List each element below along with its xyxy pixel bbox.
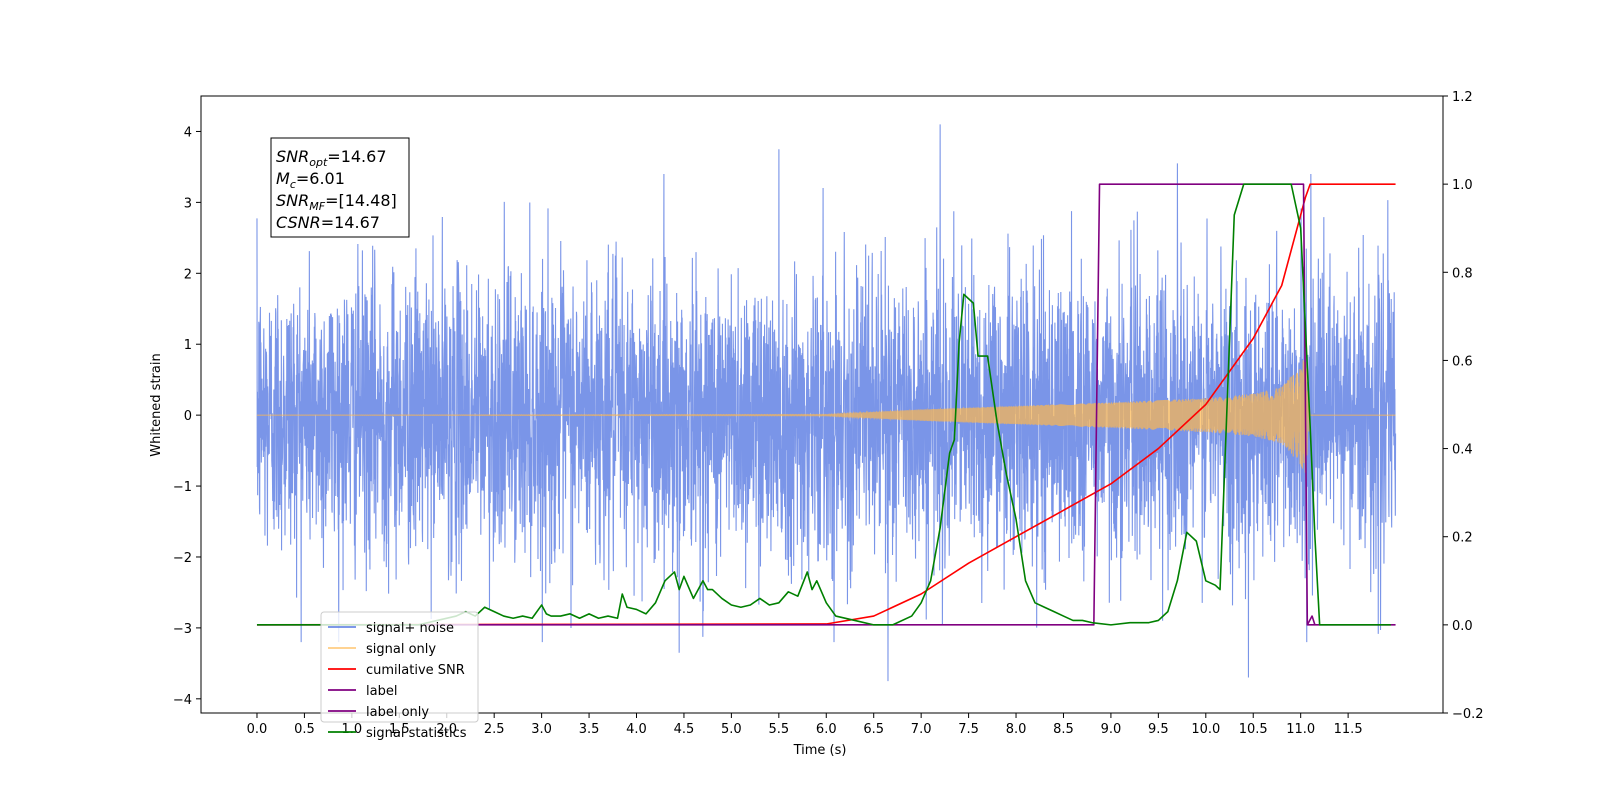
- signal-only-series: [256, 356, 1396, 473]
- annotation-line: CSNR=14.67: [276, 213, 380, 232]
- right-y-axis-ticks: −0.2 0.0 0.2 0.4 0.6 0.8 1.0 1.2: [1443, 90, 1484, 722]
- signal-noise-line: [256, 124, 1397, 682]
- cumulative-snr-line: [256, 183, 1396, 626]
- right-y-tick-label: 0.0: [1452, 619, 1473, 634]
- x-tick-label: 11.0: [1286, 722, 1315, 737]
- x-tick-label: 2.5: [484, 722, 505, 737]
- legend-label: signal+ noise: [366, 621, 454, 636]
- left-y-tick-label: 0: [184, 409, 192, 424]
- right-y-tick-label: 1.2: [1452, 90, 1473, 105]
- x-tick-label: 4.5: [674, 722, 695, 737]
- x-tick-label: 11.5: [1334, 722, 1363, 737]
- annotation-line: SNRopt=14.67: [276, 147, 387, 169]
- x-tick-label: 10.0: [1191, 722, 1220, 737]
- left-y-tick-label: −2: [173, 551, 192, 566]
- left-y-axis-ticks: −4 −3 −2 −1 0 1 2 3 4: [173, 125, 201, 708]
- right-y-tick-label: 0.6: [1452, 354, 1473, 369]
- x-axis-ticks: 0.0 0.5 1.0 1.5 2.0 2.5 3.0 3.5 4.0 4.5 5.0 5.5 6.0 6…: [247, 713, 1363, 737]
- plot-area: [256, 124, 1397, 682]
- left-y-tick-label: 1: [184, 338, 192, 353]
- x-tick-label: 2.0: [436, 722, 457, 737]
- x-tick-label: 7.0: [911, 722, 932, 737]
- x-tick-label: 3.5: [579, 722, 600, 737]
- left-y-tick-label: 4: [184, 125, 192, 140]
- x-tick-label: 1.5: [389, 722, 410, 737]
- right-y-tick-label: −0.2: [1452, 707, 1484, 722]
- x-axis-label: Time (s): [793, 743, 847, 758]
- left-y-tick-label: 3: [184, 196, 192, 211]
- right-axis-series: [256, 183, 1396, 626]
- left-y-tick-label: −1: [173, 480, 192, 495]
- x-tick-label: 5.5: [768, 722, 789, 737]
- annotation-frame: [270, 137, 410, 238]
- axes-frame: [200, 95, 1444, 714]
- right-y-tick-label: 0.2: [1452, 531, 1473, 546]
- legend-label: signal only: [366, 642, 436, 657]
- x-tick-label: 4.0: [626, 722, 647, 737]
- left-y-tick-label: 2: [184, 267, 192, 282]
- legend-label: label only: [366, 705, 429, 720]
- legend-frame: [320, 611, 479, 723]
- right-y-tick-label: 1.0: [1452, 178, 1473, 193]
- signal-statistics-line: [256, 183, 1391, 626]
- annotation-line: SNRMF=[14.48]: [276, 191, 397, 213]
- x-tick-label: 3.0: [531, 722, 552, 737]
- x-tick-label: 7.5: [958, 722, 979, 737]
- y-axis-label-left: Whitened strain: [149, 353, 164, 456]
- right-y-tick-label: 0.4: [1452, 443, 1473, 458]
- left-y-tick-label: −4: [173, 693, 192, 708]
- x-tick-label: 9.0: [1101, 722, 1122, 737]
- x-tick-label: 9.5: [1148, 722, 1169, 737]
- left-y-tick-label: −3: [173, 622, 192, 637]
- signal-only-line: [256, 356, 1396, 473]
- x-tick-label: 10.5: [1239, 722, 1268, 737]
- x-tick-label: 8.5: [1053, 722, 1074, 737]
- x-tick-label: 8.0: [1006, 722, 1027, 737]
- x-tick-label: 0.5: [294, 722, 315, 737]
- x-tick-label: 0.0: [247, 722, 268, 737]
- signal-noise-series: [256, 124, 1397, 682]
- x-tick-label: 5.0: [721, 722, 742, 737]
- legend-label: signal statistics: [366, 726, 467, 741]
- right-y-tick-label: 0.8: [1452, 266, 1473, 281]
- metrics-annotation-box: SNRopt=14.67Mc=6.01SNRMF=[14.48]CSNR=14.…: [270, 137, 410, 238]
- annotation-line: Mc=6.01: [276, 169, 345, 191]
- legend: signal+ noise signal only cumilative SNR la…: [320, 611, 479, 741]
- x-tick-label: 1.0: [342, 722, 363, 737]
- legend-label: cumilative SNR: [366, 663, 465, 678]
- x-tick-label: 6.5: [863, 722, 884, 737]
- x-tick-label: 6.0: [816, 722, 837, 737]
- label-only-line: [1306, 615, 1316, 626]
- legend-label: label: [366, 684, 397, 699]
